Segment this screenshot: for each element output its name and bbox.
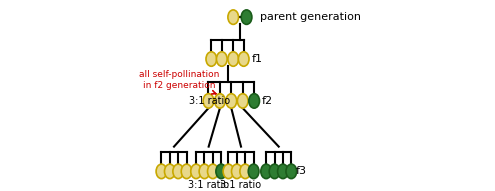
Text: 3:1 ratio: 3:1 ratio (220, 180, 261, 190)
Ellipse shape (173, 164, 184, 179)
Text: f3: f3 (296, 166, 307, 176)
Ellipse shape (269, 164, 280, 179)
Ellipse shape (164, 164, 175, 179)
Ellipse shape (206, 52, 217, 66)
Ellipse shape (216, 164, 227, 179)
Ellipse shape (249, 94, 259, 108)
Ellipse shape (239, 52, 249, 66)
Ellipse shape (240, 164, 250, 179)
Ellipse shape (214, 94, 225, 108)
Text: 3:1 ratio: 3:1 ratio (190, 96, 231, 106)
Ellipse shape (238, 94, 248, 108)
Ellipse shape (278, 164, 288, 179)
Ellipse shape (248, 164, 259, 179)
Ellipse shape (181, 164, 192, 179)
Ellipse shape (228, 52, 239, 66)
Ellipse shape (286, 164, 297, 179)
Text: f2: f2 (262, 96, 273, 106)
Ellipse shape (223, 164, 234, 179)
Ellipse shape (191, 164, 201, 179)
Text: 3:1 ratio: 3:1 ratio (188, 180, 229, 190)
Ellipse shape (199, 164, 210, 179)
Ellipse shape (228, 10, 239, 24)
Ellipse shape (232, 164, 242, 179)
Ellipse shape (216, 52, 227, 66)
Text: f1: f1 (251, 54, 262, 64)
Ellipse shape (226, 94, 237, 108)
Ellipse shape (156, 164, 167, 179)
Ellipse shape (241, 10, 252, 24)
Ellipse shape (207, 164, 218, 179)
Ellipse shape (203, 94, 214, 108)
Text: all self-pollination
in f2 generation: all self-pollination in f2 generation (139, 70, 219, 94)
Ellipse shape (261, 164, 271, 179)
Text: parent generation: parent generation (260, 12, 361, 22)
